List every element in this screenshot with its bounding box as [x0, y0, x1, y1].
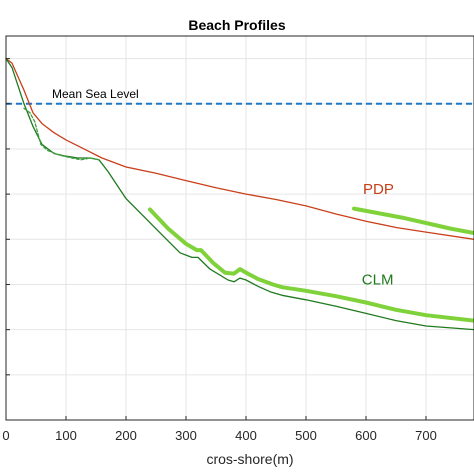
clm-highlight-line — [148, 207, 474, 323]
x-tick-label: 500 — [295, 428, 317, 443]
x-tick-label: 0 — [2, 428, 9, 443]
axes-box — [5, 35, 474, 421]
annotation-label-clm: CLM — [362, 271, 394, 288]
x-tick-label: 300 — [175, 428, 197, 443]
x-tick-label: 200 — [115, 428, 137, 443]
x-tick-label: 100 — [55, 428, 77, 443]
x-tick-label: 400 — [235, 428, 257, 443]
pdp-highlight-line — [352, 206, 474, 235]
x-tick-label: 700 — [415, 428, 437, 443]
grid-lines — [5, 36, 474, 421]
chart-title: Beach Profiles — [188, 17, 285, 33]
mean-sea-level-label: Mean Sea Level — [52, 87, 139, 101]
annotation-label-pdp: PDP — [363, 181, 394, 198]
pdp-series-line — [5, 57, 474, 240]
series-group — [5, 57, 474, 331]
annotations: PDP CLM — [362, 181, 394, 288]
nearshore-dashed-line — [23, 107, 100, 161]
x-tick-label: 600 — [355, 428, 377, 443]
x-axis-label: cros-shore(m) — [206, 451, 293, 467]
tick-labels: 0 100 200 300 400 500 600 700 — [2, 58, 437, 443]
clm-series-line — [5, 57, 474, 331]
